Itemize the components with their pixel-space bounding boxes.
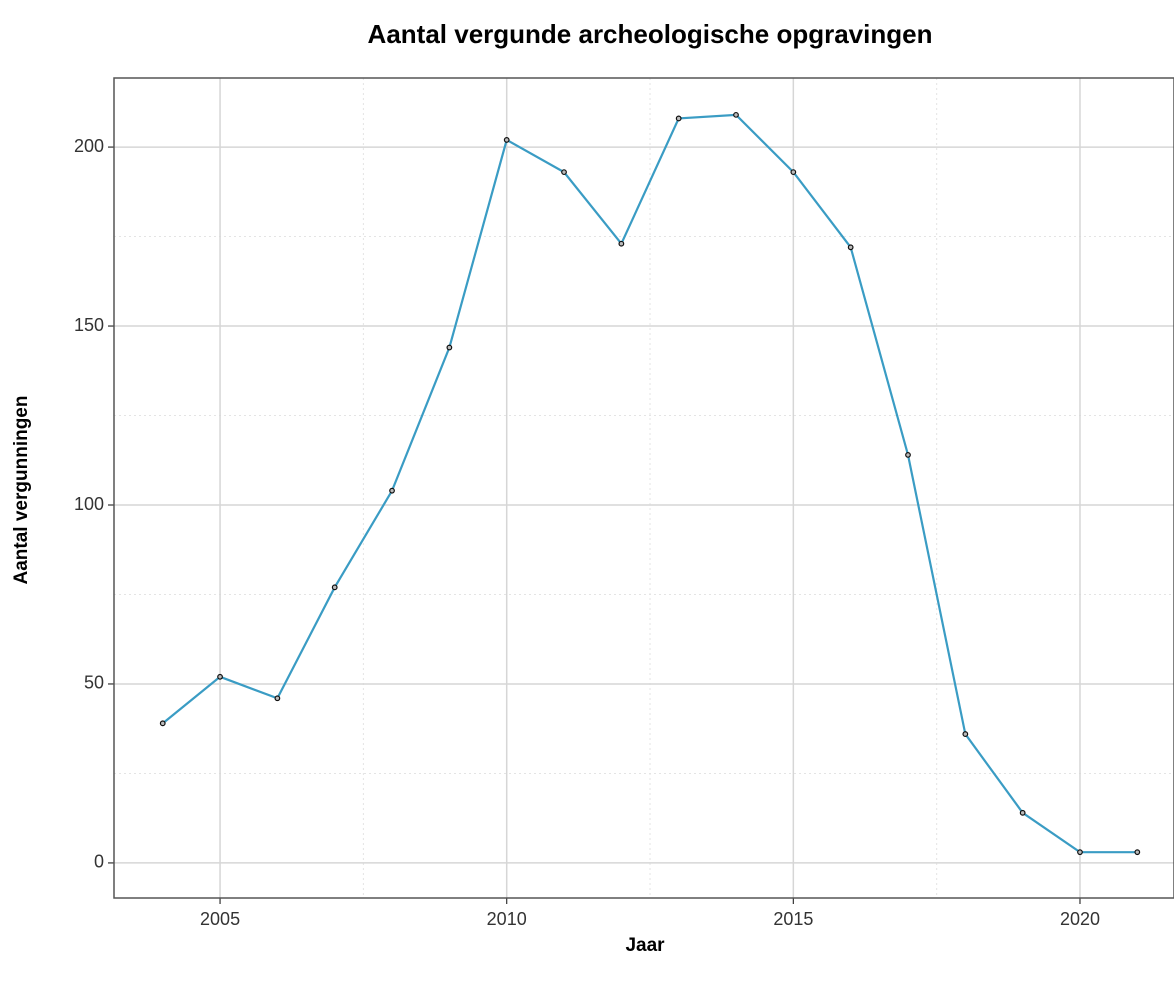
y-tick-label: 0: [94, 852, 104, 872]
data-point: [503, 137, 510, 143]
data-point: [331, 584, 338, 591]
y-tick-label: 150: [74, 315, 104, 335]
y-axis-title: Aantal vergunningen: [11, 396, 32, 585]
x-tick-label: 2005: [200, 909, 240, 929]
data-point: [159, 720, 166, 727]
data-point: [1134, 849, 1141, 856]
data-point: [274, 695, 281, 702]
data-point: [962, 731, 969, 737]
data-point: [446, 344, 453, 351]
data-point: [618, 240, 625, 247]
x-tick-label: 2020: [1060, 909, 1100, 929]
data-point: [847, 244, 854, 251]
chart-title: Aantal vergunde archeologische opgraving…: [368, 19, 933, 49]
data-point: [790, 169, 797, 176]
data-point: [675, 115, 682, 122]
data-point: [217, 673, 223, 680]
data-point: [1019, 809, 1026, 816]
data-line: [162, 113, 1138, 854]
x-axis-title: Jaar: [625, 935, 665, 956]
data-point: [389, 487, 395, 494]
y-tick-label: 100: [74, 494, 104, 514]
plot-border: [113, 77, 1174, 899]
data-point: [905, 451, 911, 458]
x-tick-label: 2015: [773, 909, 813, 929]
y-tick-label: 50: [84, 673, 104, 693]
data-point: [733, 111, 739, 118]
data-point: [1077, 849, 1083, 856]
y-tick-label: 200: [74, 136, 104, 156]
data-point: [561, 169, 567, 176]
x-tick-label: 2010: [487, 909, 527, 929]
